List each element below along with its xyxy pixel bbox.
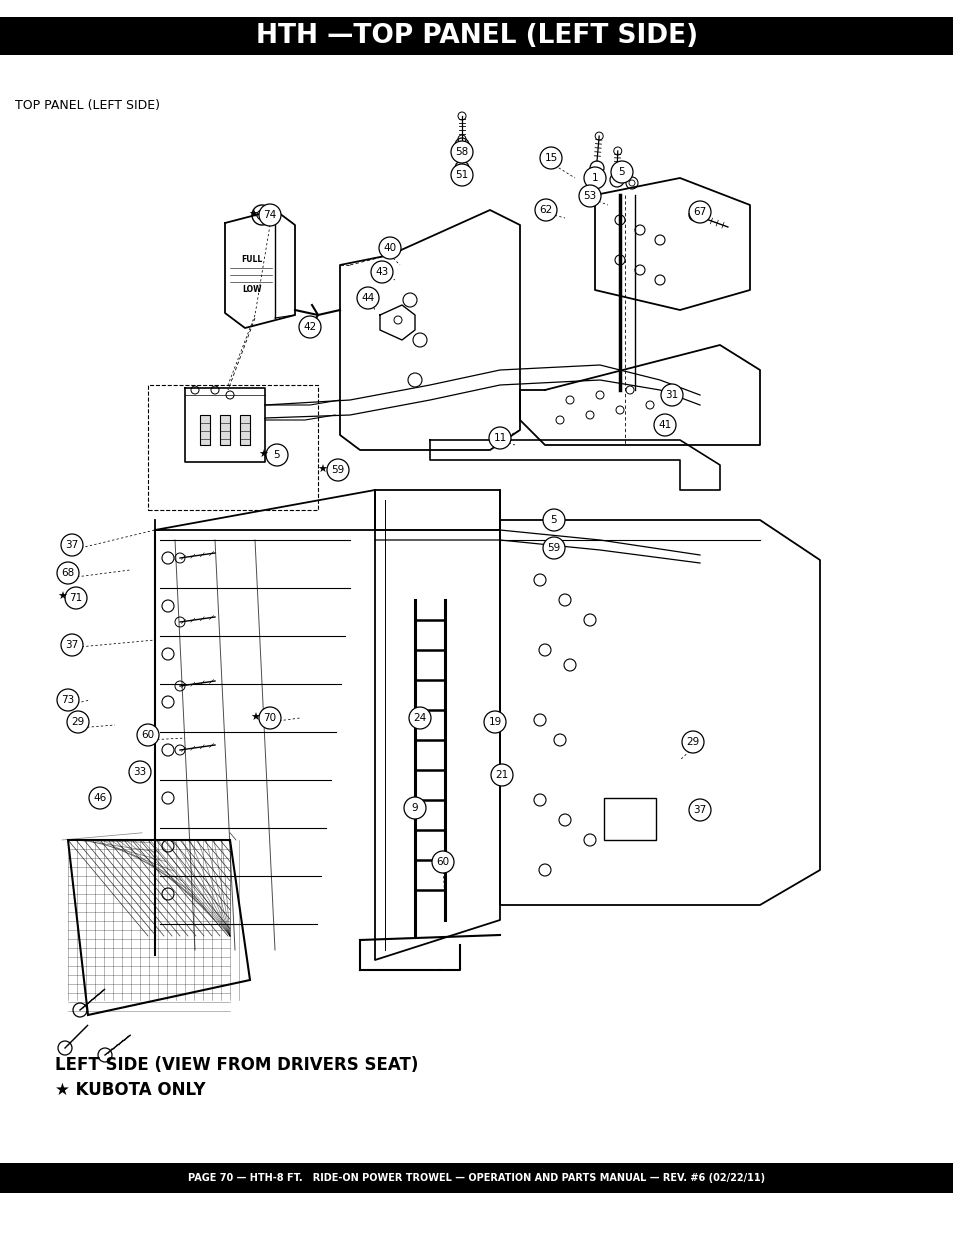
Text: 29: 29 <box>685 737 699 747</box>
Text: 70: 70 <box>263 713 276 722</box>
Bar <box>0 1163 953 1193</box>
Text: 1: 1 <box>591 173 598 183</box>
Circle shape <box>57 562 79 584</box>
Text: 37: 37 <box>693 805 706 815</box>
Text: 41: 41 <box>658 420 671 430</box>
Text: 5: 5 <box>618 167 624 177</box>
Circle shape <box>61 534 83 556</box>
Text: LOW: LOW <box>242 285 261 294</box>
Text: 40: 40 <box>383 243 396 253</box>
Text: ★: ★ <box>250 713 260 722</box>
Bar <box>200 415 210 445</box>
Circle shape <box>660 384 682 406</box>
Text: HTH —TOP PANEL (LEFT SIDE): HTH —TOP PANEL (LEFT SIDE) <box>255 23 698 49</box>
Circle shape <box>542 509 564 531</box>
Text: 42: 42 <box>303 322 316 332</box>
Text: 60: 60 <box>436 857 449 867</box>
Text: 21: 21 <box>495 769 508 781</box>
Circle shape <box>258 204 281 226</box>
Text: 59: 59 <box>331 466 344 475</box>
Bar <box>603 798 656 840</box>
Text: 59: 59 <box>547 543 560 553</box>
Text: 62: 62 <box>538 205 552 215</box>
Circle shape <box>681 731 703 753</box>
Text: 19: 19 <box>488 718 501 727</box>
Text: ★: ★ <box>257 450 268 459</box>
Text: 29: 29 <box>71 718 85 727</box>
Text: 5: 5 <box>550 515 557 525</box>
Text: 5: 5 <box>274 450 280 459</box>
Text: 44: 44 <box>361 293 375 303</box>
Text: 15: 15 <box>544 153 558 163</box>
Text: 53: 53 <box>583 191 596 201</box>
Text: 31: 31 <box>664 390 678 400</box>
Text: 43: 43 <box>375 267 388 277</box>
Text: TOP PANEL (LEFT SIDE): TOP PANEL (LEFT SIDE) <box>15 99 160 111</box>
Text: ★: ★ <box>57 592 67 601</box>
Circle shape <box>137 724 159 746</box>
Text: 73: 73 <box>61 695 74 705</box>
Circle shape <box>403 797 426 819</box>
Bar <box>0 17 953 56</box>
Circle shape <box>483 711 505 734</box>
Circle shape <box>542 537 564 559</box>
Text: 24: 24 <box>413 713 426 722</box>
Text: 9: 9 <box>412 803 417 813</box>
Circle shape <box>451 164 473 186</box>
Text: 60: 60 <box>141 730 154 740</box>
Text: 46: 46 <box>93 793 107 803</box>
Circle shape <box>583 167 605 189</box>
Text: 37: 37 <box>66 540 78 550</box>
Text: ★: ★ <box>248 210 257 220</box>
Circle shape <box>688 201 710 224</box>
Text: 67: 67 <box>693 207 706 217</box>
Circle shape <box>610 161 633 183</box>
Circle shape <box>266 445 288 466</box>
Circle shape <box>67 711 89 734</box>
Bar <box>220 415 230 445</box>
Circle shape <box>578 185 600 207</box>
Bar <box>240 415 250 445</box>
Text: 51: 51 <box>455 170 468 180</box>
Circle shape <box>89 787 111 809</box>
Circle shape <box>61 634 83 656</box>
Text: PAGE 70 — HTH-8 FT.   RIDE-ON POWER TROWEL — OPERATION AND PARTS MANUAL — REV. #: PAGE 70 — HTH-8 FT. RIDE-ON POWER TROWEL… <box>189 1173 764 1183</box>
Circle shape <box>432 851 454 873</box>
Circle shape <box>535 199 557 221</box>
Text: LEFT SIDE (VIEW FROM DRIVERS SEAT): LEFT SIDE (VIEW FROM DRIVERS SEAT) <box>55 1056 418 1074</box>
Text: 68: 68 <box>61 568 74 578</box>
Bar <box>148 385 317 510</box>
Circle shape <box>654 414 676 436</box>
Circle shape <box>258 706 281 729</box>
Circle shape <box>298 316 320 338</box>
Circle shape <box>371 261 393 283</box>
Text: 58: 58 <box>455 147 468 157</box>
Text: 33: 33 <box>133 767 147 777</box>
Circle shape <box>356 287 378 309</box>
Text: 71: 71 <box>70 593 83 603</box>
Text: ★ KUBOTA ONLY: ★ KUBOTA ONLY <box>55 1081 206 1099</box>
Circle shape <box>489 427 511 450</box>
Text: FULL: FULL <box>241 256 262 264</box>
Circle shape <box>327 459 349 480</box>
Text: 11: 11 <box>493 433 506 443</box>
Circle shape <box>57 689 79 711</box>
Circle shape <box>129 761 151 783</box>
Circle shape <box>539 147 561 169</box>
Text: ★: ★ <box>316 466 327 475</box>
Text: 74: 74 <box>263 210 276 220</box>
Text: 37: 37 <box>66 640 78 650</box>
Circle shape <box>409 706 431 729</box>
Circle shape <box>491 764 513 785</box>
Circle shape <box>688 799 710 821</box>
Circle shape <box>378 237 400 259</box>
Circle shape <box>451 141 473 163</box>
Circle shape <box>65 587 87 609</box>
